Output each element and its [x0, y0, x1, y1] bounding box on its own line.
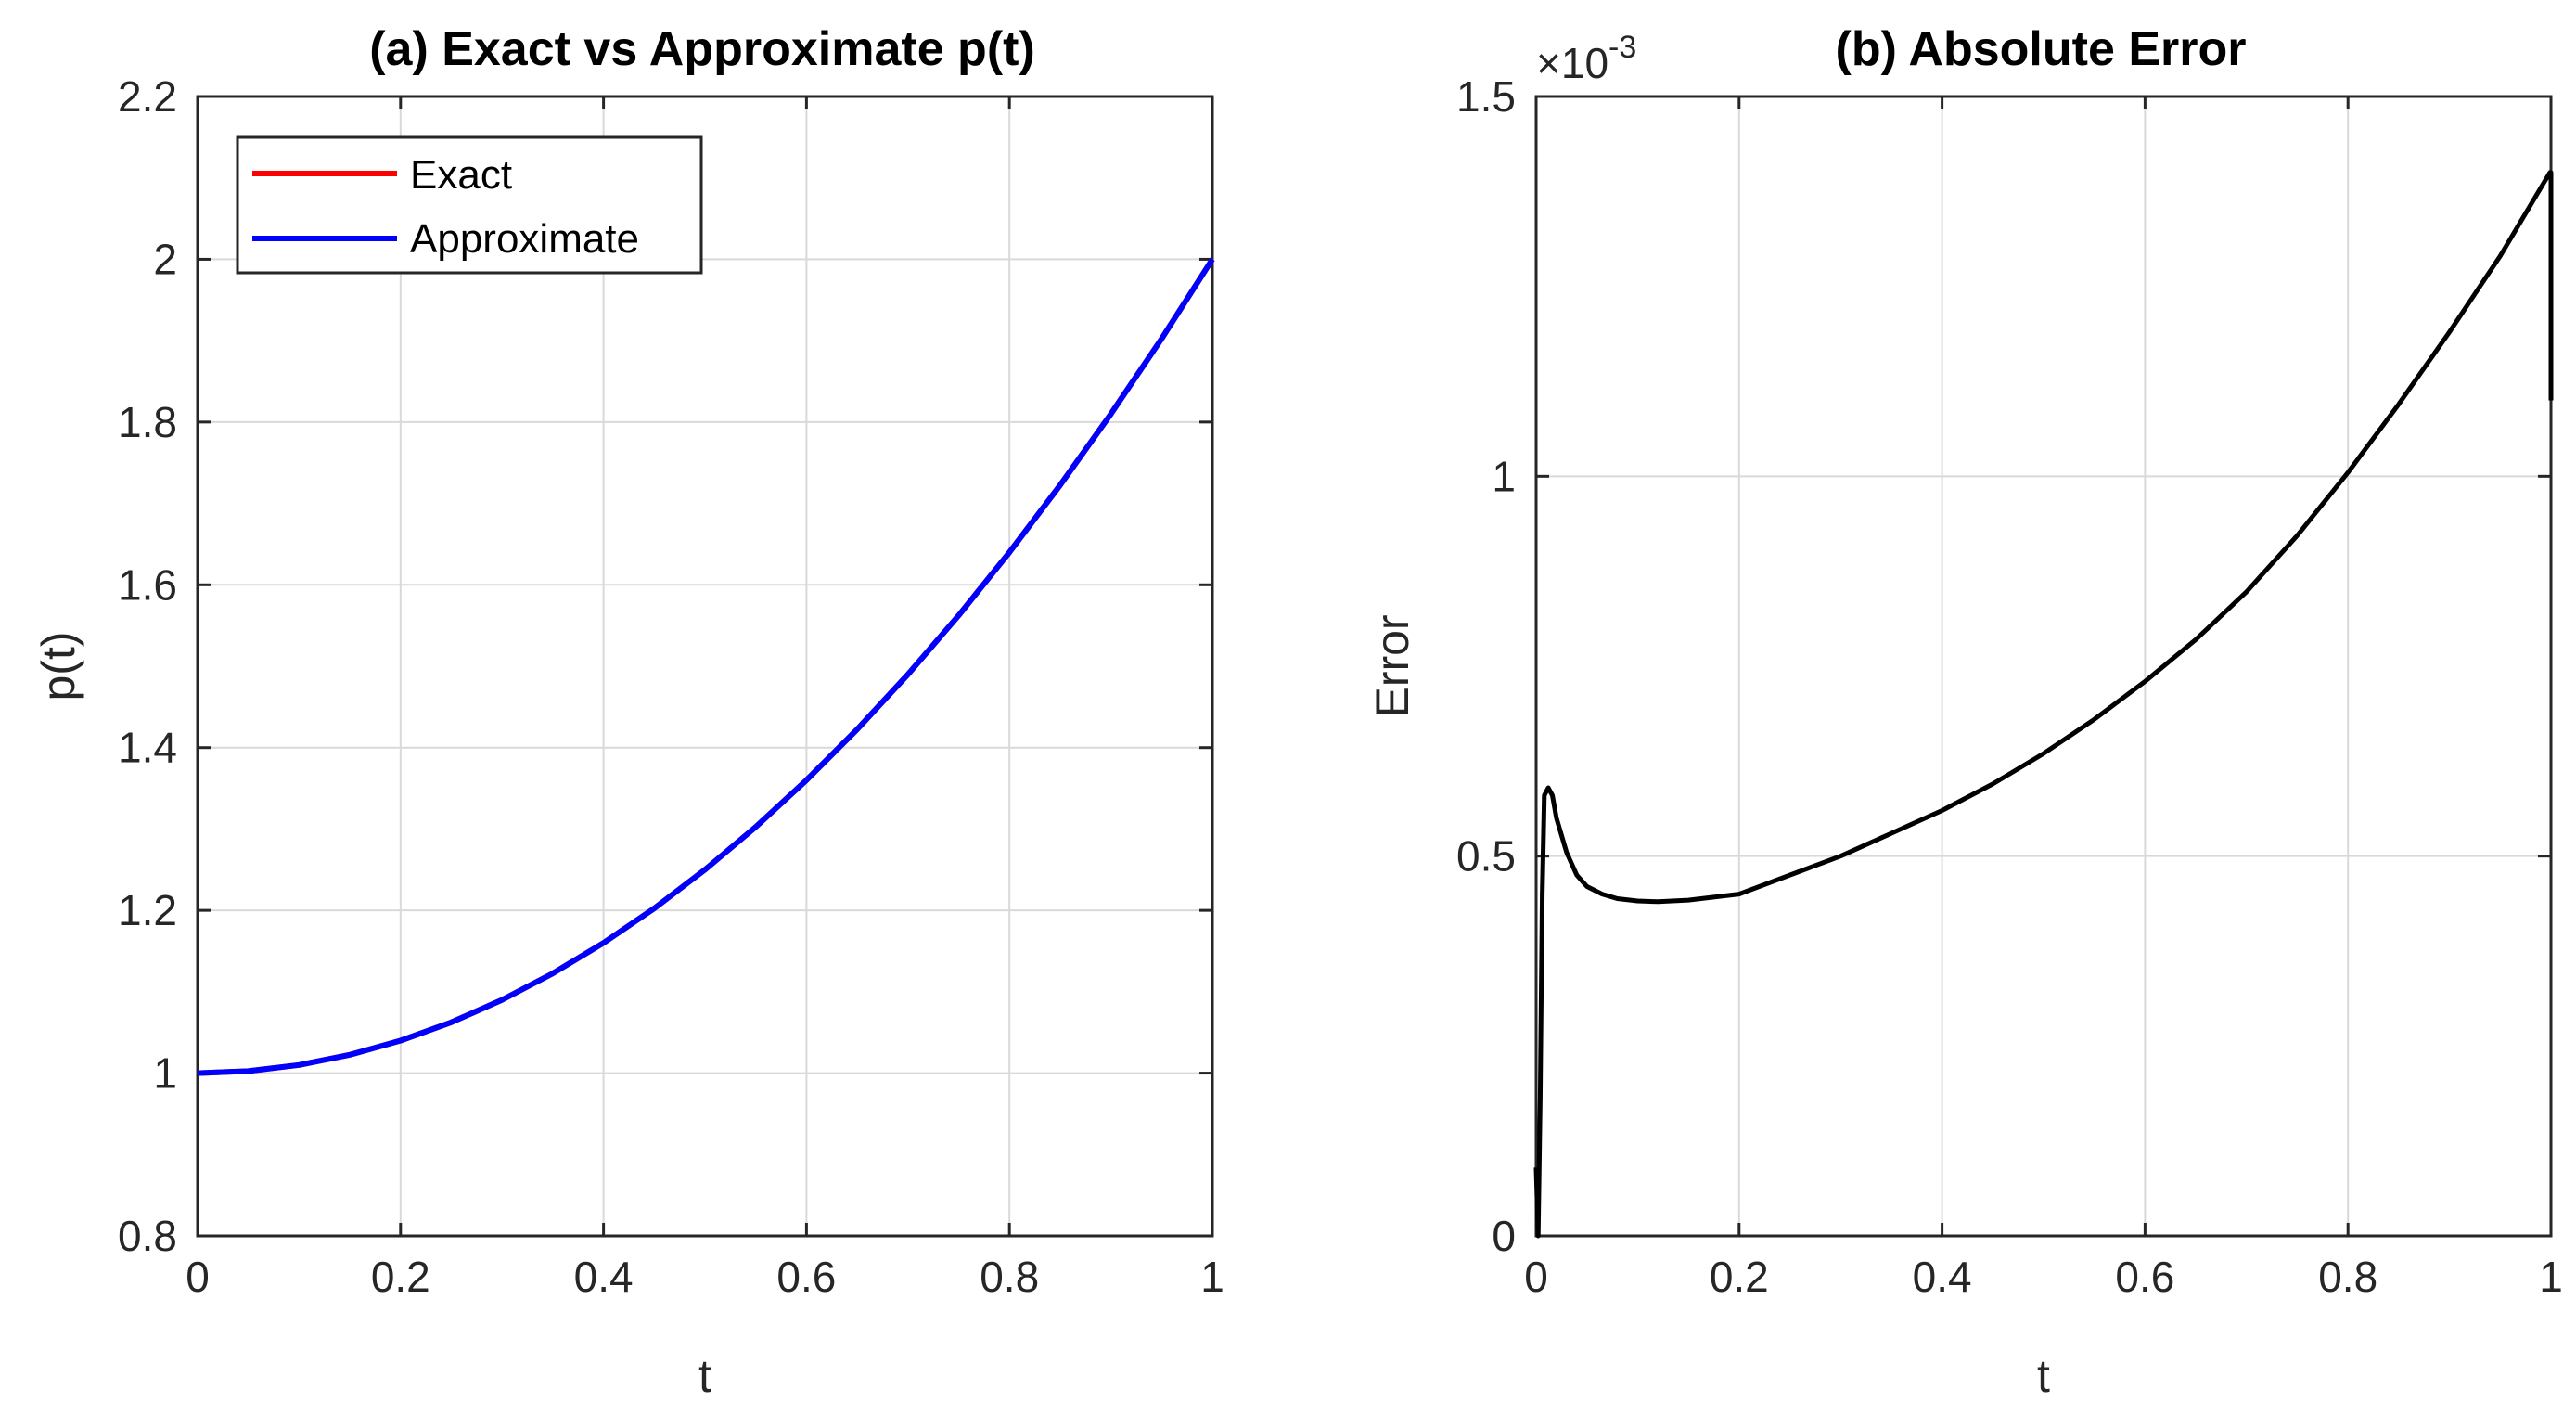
x-tick-label: 0.8 [980, 1253, 1039, 1301]
panel-b-exponent-label: ×10-3 [1536, 30, 1636, 87]
y-tick-label: 1.5 [1456, 72, 1516, 121]
x-tick-label: 1 [2539, 1253, 2563, 1301]
x-tick-label: 0.6 [776, 1253, 836, 1301]
panel-b-grid [1535, 96, 2552, 1237]
x-tick-label: 0.6 [2115, 1253, 2174, 1301]
x-tick-label: 0 [186, 1253, 210, 1301]
panel-a-exact-vs-approximate: (a) Exact vs Approximate p(t) 0 0.2 0.4 0.6… [32, 22, 1224, 1402]
x-tick-label: 0 [1524, 1253, 1548, 1301]
x-tick-label: 0.8 [2318, 1253, 2377, 1301]
panel-a-ticks: 0 0.2 0.4 0.6 0.8 1 0.8 1 1.2 1.4 1.6 1.8 2 2.2 [118, 72, 1224, 1301]
legend-box [236, 135, 703, 275]
panel-a-title: (a) Exact vs Approximate p(t) [369, 22, 1035, 76]
panel-a-xlabel: t [698, 1350, 711, 1402]
panel-b-axes-box [1534, 95, 2553, 1238]
y-tick-label: 2.2 [118, 72, 177, 121]
y-tick-label: 1.2 [118, 886, 177, 934]
x-tick-label: 0.2 [1710, 1253, 1769, 1301]
exponent-power: -3 [1608, 30, 1636, 65]
y-tick-label: 0 [1492, 1212, 1516, 1260]
y-tick-label: 1 [1492, 452, 1516, 500]
legend-label-approximate: Approximate [410, 216, 639, 262]
panel-a-legend: Exact Approximate [236, 135, 703, 275]
panel-a-series [197, 257, 1215, 1076]
series-line-error [1533, 170, 2554, 1239]
panel-b-ticks: 0 0.2 0.4 0.6 0.8 1 0 0.5 1 1.5 [1456, 72, 2563, 1301]
panel-b-absolute-error: (b) Absolute Error 0 0.2 0.4 0.6 0.8 1 0 0.5 1 1.… [1366, 22, 2563, 1402]
x-tick-label: 0.4 [1913, 1253, 1972, 1301]
x-tick-label: 1 [1200, 1253, 1224, 1301]
exponent-base: ×10 [1536, 39, 1608, 87]
series-line-approximate [197, 257, 1215, 1076]
panel-a-ylabel: p(t) [32, 632, 84, 701]
series-line-exact [197, 257, 1215, 1076]
x-tick-label: 0.4 [574, 1253, 634, 1301]
y-tick-label: 0.5 [1456, 832, 1516, 881]
y-tick-label: 0.8 [118, 1212, 177, 1260]
panel-b-xlabel: t [2037, 1350, 2050, 1402]
y-tick-label: 2 [153, 235, 177, 283]
panel-b-title: (b) Absolute Error [1836, 22, 2247, 76]
panel-a-axes-box [196, 95, 1214, 1238]
panel-b-series [1533, 170, 2554, 1239]
panel-b-ylabel: Error [1366, 614, 1418, 717]
y-tick-label: 1.4 [118, 724, 177, 772]
x-tick-label: 0.2 [371, 1253, 430, 1301]
legend-label-exact: Exact [410, 152, 512, 198]
y-tick-label: 1.8 [118, 398, 177, 446]
y-tick-label: 1 [153, 1049, 177, 1098]
y-tick-label: 1.6 [118, 560, 177, 609]
